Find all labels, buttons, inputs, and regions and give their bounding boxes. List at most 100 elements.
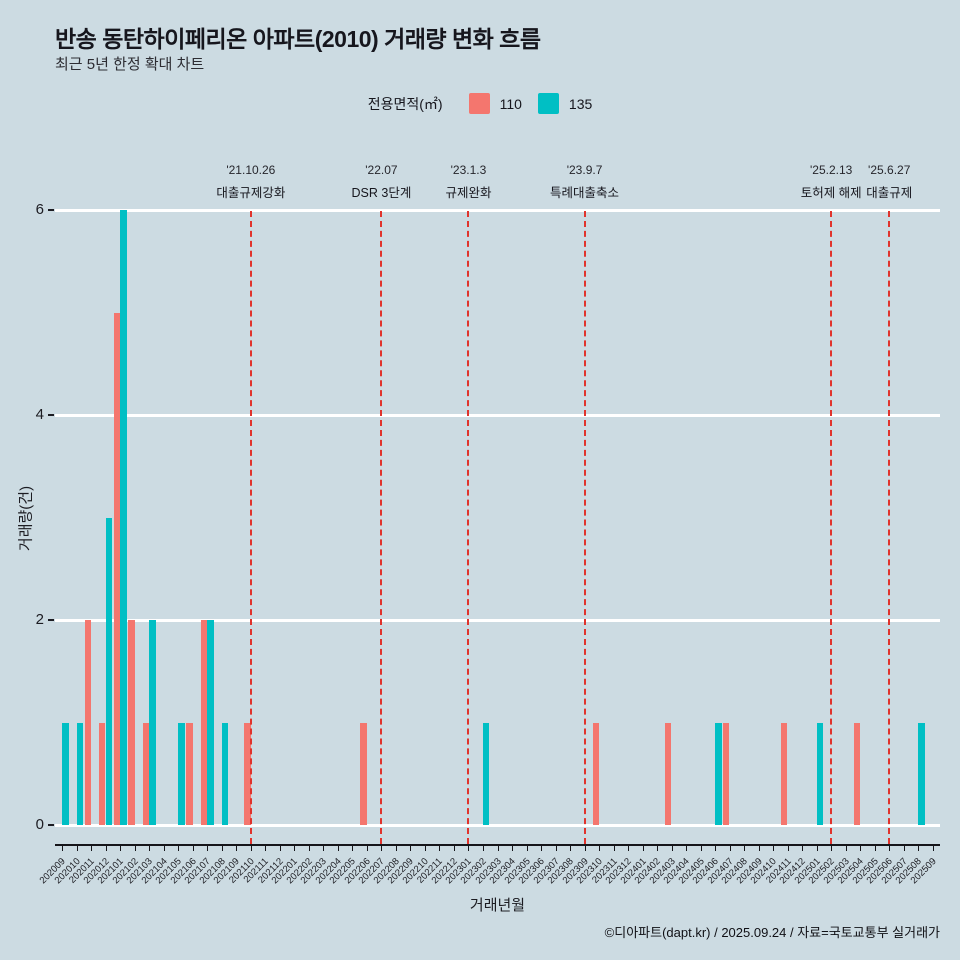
chart-title: 반송 동탄하이페리온 아파트(2010) 거래량 변화 흐름 xyxy=(55,26,541,52)
x-tick-mark xyxy=(76,846,78,851)
legend-title: 전용면적(㎡) xyxy=(367,95,443,112)
bar-135-202009[interactable] xyxy=(62,722,69,825)
x-tick-mark xyxy=(395,846,397,851)
event-annotation-date: '23.9.7 xyxy=(566,163,603,177)
x-tick-mark xyxy=(831,846,833,851)
bar-135-202101[interactable] xyxy=(120,210,127,825)
event-annotation-label: 규제완화 xyxy=(445,186,492,200)
y-tick-label-0: 0 xyxy=(35,816,44,833)
bar-110-202103[interactable] xyxy=(142,722,149,825)
x-tick-mark xyxy=(918,846,920,851)
bar-135-202302[interactable] xyxy=(483,722,490,825)
x-tick-mark xyxy=(323,846,325,851)
event-annotation-label: 토허제 해제 xyxy=(800,186,862,200)
gridline-2 xyxy=(55,618,940,622)
bar-135-202010[interactable] xyxy=(76,722,84,825)
event-line-202207 xyxy=(380,211,383,844)
bar-110-202101[interactable] xyxy=(113,312,120,825)
event-line-202502 xyxy=(830,211,833,844)
x-tick-mark xyxy=(134,846,136,851)
x-tick-mark xyxy=(453,846,455,851)
event-annotation-202110: '21.10.26 대출규제강화 xyxy=(161,163,341,201)
bar-110-202407[interactable] xyxy=(723,722,730,825)
bar-110-202012[interactable] xyxy=(99,722,106,825)
legend-swatch-135-icon xyxy=(537,93,559,114)
bar-135-202103[interactable] xyxy=(149,620,156,825)
x-tick-mark xyxy=(192,846,194,851)
event-annotation-202301: '23.1.3 규제완화 xyxy=(378,163,558,201)
bar-135-202107[interactable] xyxy=(207,620,214,825)
x-tick-mark xyxy=(221,846,223,851)
bar-135-202012[interactable] xyxy=(105,517,113,825)
x-tick-mark xyxy=(308,846,310,851)
x-tick-mark xyxy=(120,846,122,851)
x-tick-mark xyxy=(874,846,876,851)
footer-credit: ©디아파트(dapt.kr) / 2025.09.24 / 자료=국토교통부 실… xyxy=(604,925,940,940)
gridline-0 xyxy=(55,823,940,827)
legend-item-135-label: 135 xyxy=(568,95,593,112)
x-tick-mark xyxy=(903,846,905,851)
x-tick-mark xyxy=(497,846,499,851)
event-line-202506 xyxy=(888,211,891,844)
event-annotation-202506: '25.6.27 대출규제 xyxy=(799,163,960,201)
x-tick-mark xyxy=(889,846,891,851)
x-tick-mark xyxy=(279,846,281,851)
y-tick-mark xyxy=(48,414,54,416)
bar-135-202105[interactable] xyxy=(178,722,185,825)
x-tick-mark xyxy=(845,846,847,851)
x-tick-mark xyxy=(729,846,731,851)
x-tick-mark xyxy=(352,846,354,851)
x-tick-mark xyxy=(932,846,934,851)
x-tick-mark xyxy=(773,846,775,851)
x-tick-mark xyxy=(570,846,572,851)
event-annotation-date: '25.6.27 xyxy=(868,163,911,177)
bar-110-202107[interactable] xyxy=(200,620,208,825)
x-tick-mark xyxy=(599,846,601,851)
legend-item-135[interactable]: 135 xyxy=(537,93,593,114)
bar-135-202406[interactable] xyxy=(715,722,722,825)
x-tick-mark xyxy=(541,846,543,851)
x-tick-mark xyxy=(163,846,165,851)
chart-subtitle: 최근 5년 한정 확대 차트 xyxy=(55,56,205,73)
x-tick-mark xyxy=(744,846,746,851)
bar-110-202102[interactable] xyxy=(128,620,135,825)
x-tick-mark xyxy=(613,846,615,851)
bar-110-202504[interactable] xyxy=(853,722,860,825)
bar-110-202011[interactable] xyxy=(84,620,91,825)
x-tick-mark xyxy=(439,846,441,851)
x-tick-mark xyxy=(149,846,151,851)
bar-110-202206[interactable] xyxy=(360,722,367,825)
event-annotation-label: 대출규제 xyxy=(866,186,913,200)
legend-item-110-label: 110 xyxy=(499,95,522,112)
x-tick-mark xyxy=(366,846,368,851)
legend-item-110[interactable]: 110 xyxy=(468,93,522,114)
event-line-202301 xyxy=(467,211,470,844)
x-tick-mark xyxy=(265,846,267,851)
x-tick-mark xyxy=(628,846,630,851)
y-tick-label-2: 2 xyxy=(35,611,44,628)
x-tick-mark xyxy=(802,846,804,851)
event-annotation-202309: '23.9.7 특례대출축소 xyxy=(495,163,675,201)
x-tick-mark xyxy=(105,846,107,851)
event-annotation-date: '21.10.26 xyxy=(226,163,276,177)
event-annotation-label: 특례대출축소 xyxy=(550,186,620,200)
x-tick-mark xyxy=(482,846,484,851)
bar-135-202508[interactable] xyxy=(918,722,925,825)
x-tick-mark xyxy=(526,846,528,851)
x-tick-mark xyxy=(816,846,818,851)
x-tick-mark xyxy=(381,846,383,851)
bar-135-202501[interactable] xyxy=(816,722,824,825)
bar-110-202310[interactable] xyxy=(592,722,599,825)
x-tick-mark xyxy=(584,846,586,851)
bar-135-202108[interactable] xyxy=(221,722,229,825)
legend-swatch-110-icon xyxy=(468,93,490,114)
bar-110-202403[interactable] xyxy=(665,722,672,825)
x-tick-mark xyxy=(715,846,717,851)
y-tick-label-6: 6 xyxy=(35,201,44,218)
x-tick-mark xyxy=(671,846,673,851)
bar-110-202110[interactable] xyxy=(244,722,251,825)
bar-110-202106[interactable] xyxy=(186,722,193,825)
bar-110-202411[interactable] xyxy=(781,722,788,825)
event-annotation-date: '25.2.13 xyxy=(810,163,853,177)
